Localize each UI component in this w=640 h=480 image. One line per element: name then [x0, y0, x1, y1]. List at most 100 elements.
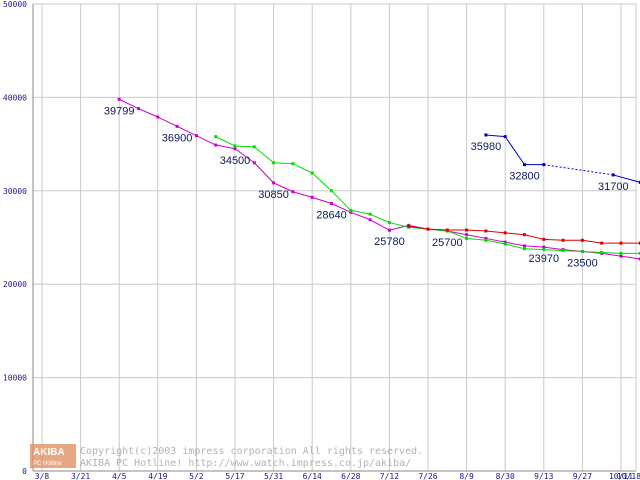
- x-tick-label: 3/8: [35, 472, 50, 480]
- site-line: AKIBA PC Hotline! http://www.watch.impre…: [80, 458, 411, 469]
- series-segment: [234, 148, 255, 164]
- series-point: [542, 245, 546, 249]
- series-segment: [524, 245, 544, 248]
- series-segment: [196, 135, 216, 146]
- series-segment: [524, 248, 544, 251]
- series-point: [484, 236, 488, 240]
- series-segment: [543, 246, 564, 251]
- series-segment: [331, 190, 352, 211]
- series-segment: [138, 108, 158, 118]
- x-tick-label: 7/12: [380, 472, 399, 480]
- series-point: [387, 221, 391, 225]
- series-segment: [505, 243, 525, 250]
- y-tick-label: 10000: [3, 374, 27, 383]
- series-point: [291, 162, 295, 166]
- series-segment: [466, 229, 486, 232]
- series-point: [330, 202, 333, 206]
- series-point: [638, 180, 640, 184]
- series-segment: [350, 209, 371, 215]
- series-segment: [601, 252, 622, 257]
- series-point: [619, 251, 623, 255]
- series-point: [484, 133, 488, 137]
- grid: [32, 3, 637, 472]
- series-segment: [504, 136, 525, 165]
- data-label: 23500: [567, 258, 598, 270]
- series-point: [291, 190, 295, 194]
- data-label: 39799: [104, 105, 135, 117]
- series-segment: [157, 116, 178, 127]
- data-label: 35980: [471, 141, 502, 153]
- series-point: [368, 218, 372, 222]
- y-tick-label: 0: [22, 467, 27, 476]
- series-point: [175, 124, 179, 128]
- series-point: [619, 254, 623, 258]
- series-segment: [331, 203, 352, 213]
- x-tick-label: 4/5: [112, 472, 127, 480]
- series-point: [484, 238, 488, 242]
- series-point: [503, 135, 507, 139]
- x-tick-label: 3/21: [71, 472, 90, 480]
- series-segment: [485, 237, 506, 243]
- series-point: [611, 173, 615, 177]
- series-point: [600, 250, 604, 254]
- series-point: [580, 238, 584, 242]
- series-point: [600, 241, 604, 245]
- series-segment: [369, 219, 390, 231]
- y-tick-label: 20000: [3, 280, 27, 289]
- series-point: [542, 237, 546, 241]
- series-point: [117, 97, 121, 101]
- series-segment: [620, 255, 640, 260]
- series-segment: [485, 230, 506, 234]
- series-point: [503, 231, 507, 235]
- series-segment: [292, 191, 313, 198]
- y-axis-ticks: 0 10000 20000 30000 40000 50000: [3, 0, 27, 476]
- series-segment: [350, 211, 371, 221]
- series-segment: [447, 230, 467, 236]
- series-point: [619, 241, 623, 245]
- x-tick-label: 5/17: [225, 472, 244, 480]
- series-point: [194, 134, 198, 138]
- series-segment: [543, 249, 564, 252]
- series-segment: [273, 182, 294, 193]
- series-segment: [447, 230, 467, 239]
- series-point: [523, 163, 526, 167]
- series-point: [561, 249, 565, 253]
- series-segment: [311, 172, 332, 192]
- series-point: [426, 227, 430, 231]
- series-point: [233, 147, 237, 151]
- logo-text: AKIBA: [33, 447, 65, 458]
- series-segment: [273, 162, 293, 165]
- series-point: [233, 144, 237, 148]
- series-segment: [563, 250, 583, 253]
- series-point: [523, 247, 526, 251]
- data-label: 28640: [316, 210, 347, 222]
- series-segment: [582, 239, 602, 244]
- series-point: [465, 233, 469, 237]
- series-segment: [176, 125, 197, 137]
- series-segment: [312, 196, 332, 204]
- series-segment: [505, 241, 525, 247]
- data-label: 34500: [220, 155, 251, 167]
- y-tick-label: 40000: [3, 93, 27, 102]
- x-tick-label: 10/18: [617, 472, 640, 480]
- series-point: [503, 242, 507, 246]
- series-point: [156, 115, 160, 119]
- series-segment: [601, 251, 622, 254]
- series-point: [349, 210, 353, 214]
- series-point: [542, 248, 546, 252]
- x-tick-label: 6/28: [341, 472, 360, 480]
- data-label: 23970: [529, 253, 560, 265]
- watermark: AKIBA PC Hotline Copyright(c)2003 impres…: [30, 444, 423, 469]
- series-point: [465, 228, 469, 232]
- series-point: [465, 236, 469, 240]
- series-segment: [466, 237, 486, 241]
- series-segment: [369, 213, 390, 224]
- series-point: [272, 161, 276, 165]
- series-segment: [253, 162, 274, 184]
- x-tick-label: 9/27: [573, 472, 592, 480]
- series-point: [252, 145, 256, 149]
- x-axis-ticks: 3/8 3/21 4/5 4/19 5/2 5/17 5/31 6/14 6/28 7/12 7/2…: [35, 472, 640, 480]
- series-segment: [427, 228, 448, 231]
- x-tick-label: 4/19: [148, 472, 167, 480]
